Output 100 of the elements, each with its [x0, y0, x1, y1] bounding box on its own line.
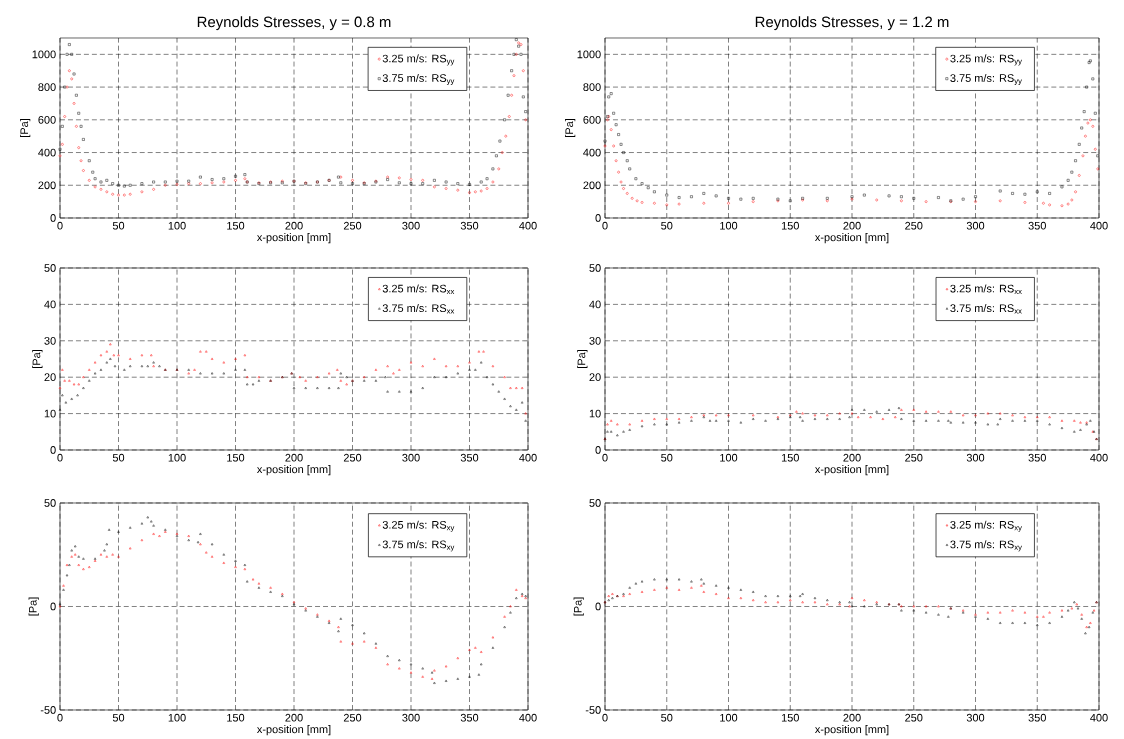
- point: [509, 386, 512, 389]
- x-tick-label: 200: [843, 713, 861, 722]
- point: [826, 603, 829, 606]
- point: [1089, 419, 1092, 422]
- point: [222, 561, 225, 564]
- point: [58, 386, 62, 389]
- point: [974, 200, 977, 203]
- point: [421, 364, 424, 368]
- point: [105, 555, 108, 558]
- y-tick-label: 10: [44, 409, 56, 418]
- point: [152, 532, 155, 535]
- point: [468, 648, 471, 651]
- point: [1089, 118, 1092, 122]
- point: [456, 656, 459, 660]
- point: [998, 189, 1002, 193]
- y-tick-label: 20: [589, 373, 601, 382]
- point: [503, 615, 506, 618]
- point: [702, 201, 706, 205]
- point: [234, 357, 237, 360]
- x-tick-label: 50: [112, 713, 125, 722]
- point: [316, 375, 319, 378]
- point: [690, 415, 693, 419]
- point: [628, 586, 631, 589]
- point: [986, 611, 990, 614]
- point: [727, 414, 730, 417]
- point: [336, 368, 339, 371]
- point: [714, 592, 718, 595]
- point: [900, 195, 903, 199]
- point: [838, 412, 841, 415]
- point: [520, 386, 524, 389]
- point: [986, 617, 990, 620]
- point: [1066, 609, 1070, 612]
- point: [727, 596, 730, 599]
- point: [677, 417, 681, 420]
- x-tick-label: 400: [519, 221, 537, 230]
- point: [912, 609, 915, 612]
- point: [1073, 430, 1076, 433]
- point: [630, 197, 634, 200]
- x-axis-title: x-position [mm]: [256, 725, 331, 736]
- point: [801, 601, 804, 604]
- y-axis-title: [Pa]: [20, 119, 31, 137]
- point: [610, 430, 613, 433]
- point: [477, 350, 481, 353]
- point: [503, 625, 506, 628]
- y-tick-label: 0: [50, 214, 56, 222]
- y-tick-label: 20: [44, 373, 56, 382]
- point: [1070, 198, 1074, 202]
- point: [1048, 415, 1051, 419]
- point: [82, 567, 85, 571]
- y-tick-label: 0: [50, 446, 56, 454]
- point: [409, 671, 413, 674]
- point: [152, 364, 155, 368]
- legend-label: 3.75 m/s: RS$_{xx}$: [382, 304, 455, 314]
- point: [625, 192, 629, 195]
- point: [1084, 134, 1087, 138]
- x-axis-title: x-position [mm]: [814, 465, 889, 476]
- point: [628, 428, 631, 431]
- x-tick-label: 200: [285, 453, 303, 462]
- x-tick-label: 0: [602, 221, 608, 230]
- point: [1060, 609, 1064, 612]
- point: [665, 203, 669, 207]
- legend-label: 3.25 m/s: RS$_{xx}$: [382, 284, 455, 295]
- point: [374, 646, 378, 649]
- point: [1074, 190, 1077, 194]
- point: [199, 350, 202, 353]
- x-tick-label: 0: [57, 713, 63, 722]
- point: [924, 605, 928, 608]
- point: [640, 419, 644, 422]
- point: [924, 611, 928, 614]
- point: [949, 410, 952, 413]
- point: [444, 364, 448, 368]
- y-tick-label: 0: [50, 602, 56, 611]
- point: [304, 379, 307, 382]
- point: [863, 598, 866, 602]
- point: [158, 534, 161, 537]
- point: [1085, 85, 1088, 89]
- point: [937, 605, 940, 608]
- x-axis-title: x-position [mm]: [256, 233, 331, 244]
- point: [327, 372, 331, 375]
- point: [614, 159, 618, 163]
- x-tick-label: 400: [1090, 453, 1108, 462]
- point: [117, 354, 120, 357]
- x-tick-label: 300: [402, 713, 420, 722]
- point: [677, 202, 681, 206]
- x-tick-label: 250: [343, 221, 362, 230]
- point: [702, 590, 705, 593]
- point: [398, 368, 401, 371]
- x-tick-label: 400: [1090, 713, 1108, 722]
- y-tick-label: 400: [583, 148, 601, 157]
- point: [187, 372, 190, 375]
- point: [363, 375, 366, 378]
- point: [480, 650, 483, 653]
- chart-title: Reynolds Stresses, y = 0.8 m: [197, 16, 391, 31]
- point: [444, 665, 448, 668]
- point: [77, 563, 80, 566]
- point: [764, 594, 767, 597]
- point: [337, 630, 340, 633]
- point: [628, 592, 631, 595]
- point: [363, 640, 366, 643]
- legend-label: 3.75 m/s: RS$_{yy}$: [382, 73, 455, 86]
